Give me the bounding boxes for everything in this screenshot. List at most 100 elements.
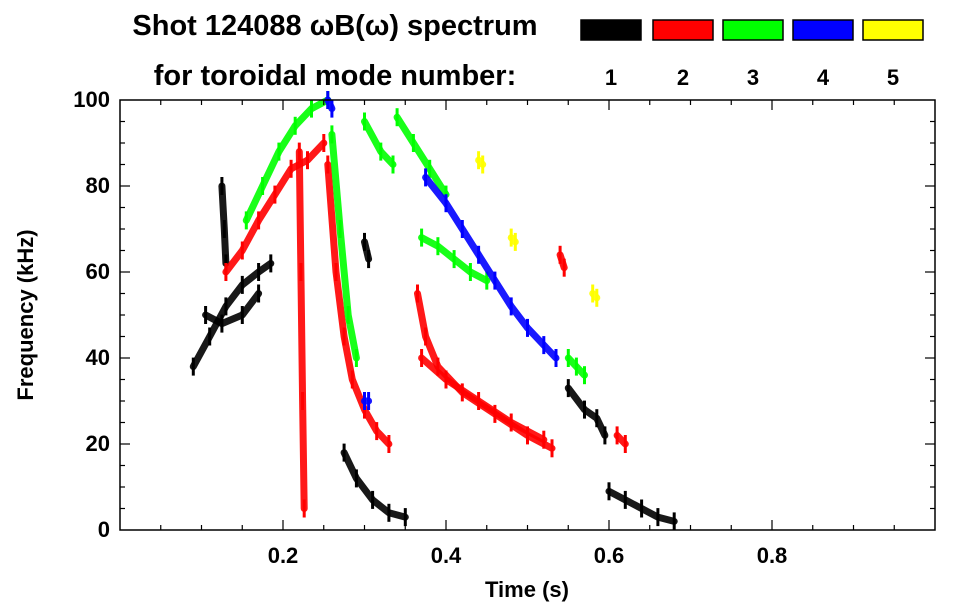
data-point-n=4-2-0 [363, 392, 366, 410]
data-point-n=4-0-7 [542, 336, 546, 355]
data-point-n=2-2-2 [301, 392, 305, 410]
data-point-n=1-5-3 [656, 508, 660, 527]
data-point-n=3-1-3 [354, 349, 358, 367]
spectrum-streak-n=3-1 [328, 130, 360, 362]
data-point-n=3-4-0 [420, 228, 424, 247]
data-point-n=2-1-0 [326, 155, 330, 174]
data-point-n=2-1-1 [334, 263, 338, 281]
data-point-n=2-3-5 [526, 426, 529, 445]
data-point-n=2-1-2 [342, 327, 346, 346]
spectrum-streak-n=1-4 [564, 384, 609, 439]
series-n=4 [324, 91, 560, 410]
legend-swatch-4 [792, 19, 854, 41]
data-point-n=3-0-4 [310, 99, 313, 118]
data-point-n=2-3-6 [550, 439, 554, 458]
axis-ticks [120, 100, 935, 530]
y-tick-label-40: 40 [86, 345, 110, 370]
data-point-n=2-1-5 [375, 422, 379, 441]
data-point-n=1-0-3 [240, 275, 244, 294]
data-point-n=4-0-5 [509, 297, 513, 316]
data-point-n=2-5-1 [562, 258, 566, 277]
y-tick-label-0: 0 [98, 517, 110, 542]
data-point-n=5-2-0 [591, 284, 595, 303]
data-point-n=1-5-4 [672, 512, 676, 531]
data-point-n=1-4-3 [603, 426, 607, 445]
spectrum-streak-n=2-2 [295, 148, 308, 512]
data-point-n=1-3-1 [354, 469, 358, 488]
spectrum-streak-n=1-0 [189, 259, 275, 371]
data-point-n=4-0-6 [526, 318, 529, 337]
data-point-n=3-3-2 [428, 159, 432, 178]
data-point-n=3-4-3 [468, 263, 472, 281]
y-tick-label-60: 60 [86, 259, 110, 284]
data-layer [189, 91, 678, 531]
data-point-n=1-4-0 [566, 379, 570, 398]
data-point-n=1-0-4 [257, 263, 261, 281]
data-point-n=5-0-0 [477, 151, 481, 170]
legend-swatch-5 [862, 19, 924, 41]
y-tick-labels: 0 20 40 60 80 100 [73, 87, 110, 542]
x-tick-labels: 0.2 0.4 0.6 0.8 [268, 543, 788, 568]
data-point-n=3-5-2 [583, 366, 586, 385]
data-point-n=2-0-6 [322, 134, 326, 152]
data-point-n=2-2-1 [299, 263, 303, 281]
data-point-n=1-2-1 [222, 220, 226, 238]
data-point-n=2-0-5 [306, 151, 309, 170]
data-point-n=2-3-0 [416, 284, 419, 303]
data-point-n=1-5-2 [640, 499, 644, 518]
x-tick-label-0.8: 0.8 [757, 543, 788, 568]
data-point-n=2-4-1 [444, 370, 448, 389]
spectrum-streak-n=3-3 [393, 113, 450, 199]
data-point-n=5-0-1 [481, 155, 485, 174]
data-point-n=3-0-3 [293, 116, 297, 135]
legend-swatch-2 [652, 19, 714, 41]
legend-swatch-3 [722, 19, 784, 41]
legend-label-1: 1 [605, 65, 617, 90]
y-axis-label: Frequency (kHz) [13, 229, 38, 400]
data-point-n=1-3-4 [403, 508, 407, 527]
data-point-n=1-6-1 [367, 250, 371, 269]
legend-swatch-1 [580, 19, 642, 41]
data-point-n=3-0-1 [261, 177, 265, 195]
data-point-n=3-4-4 [485, 271, 489, 290]
legend: 1 2 3 4 5 [580, 19, 924, 90]
data-point-n=4-0-3 [477, 245, 481, 264]
data-point-n=1-1-2 [240, 306, 244, 324]
data-point-n=4-1-1 [330, 99, 334, 118]
data-point-n=1-1-1 [220, 314, 224, 333]
spectrum-streak-n=2-4 [418, 354, 548, 444]
data-point-n=1-3-2 [371, 490, 375, 509]
data-point-n=2-1-3 [350, 370, 354, 389]
spectrum-streak-n=3-0 [242, 96, 332, 224]
data-point-n=2-6-0 [615, 426, 619, 445]
spectrum-streak-n=3-2 [361, 118, 397, 168]
data-point-n=3-2-2 [391, 155, 395, 174]
data-point-n=3-3-1 [411, 134, 415, 152]
series-n=2 [222, 134, 629, 518]
data-point-n=1-3-0 [342, 443, 346, 462]
data-point-n=1-1-3 [257, 284, 261, 303]
data-point-n=2-4-2 [477, 392, 481, 410]
data-point-n=4-0-8 [554, 349, 558, 367]
legend-label-4: 4 [817, 65, 830, 90]
data-point-n=2-0-0 [224, 263, 228, 281]
legend-label-2: 2 [677, 65, 689, 90]
series-n=3 [242, 91, 588, 385]
data-point-n=3-0-0 [244, 211, 248, 230]
data-point-n=1-6-0 [363, 232, 366, 251]
data-point-n=3-5-0 [566, 349, 570, 367]
x-tick-label-0.2: 0.2 [268, 543, 299, 568]
data-point-n=1-0-0 [191, 357, 195, 376]
data-point-n=2-0-1 [240, 241, 244, 260]
data-point-n=2-2-3 [302, 499, 306, 518]
data-point-n=1-3-3 [387, 503, 391, 522]
legend-label-3: 3 [747, 65, 759, 90]
data-point-n=1-0-5 [269, 254, 273, 273]
data-point-n=2-4-4 [542, 430, 546, 449]
data-point-n=1-1-0 [204, 306, 208, 324]
data-point-n=1-0-1 [208, 327, 212, 346]
x-tick-label-0.4: 0.4 [431, 543, 462, 568]
data-point-n=3-3-0 [395, 108, 399, 127]
data-point-n=1-5-1 [623, 490, 627, 509]
